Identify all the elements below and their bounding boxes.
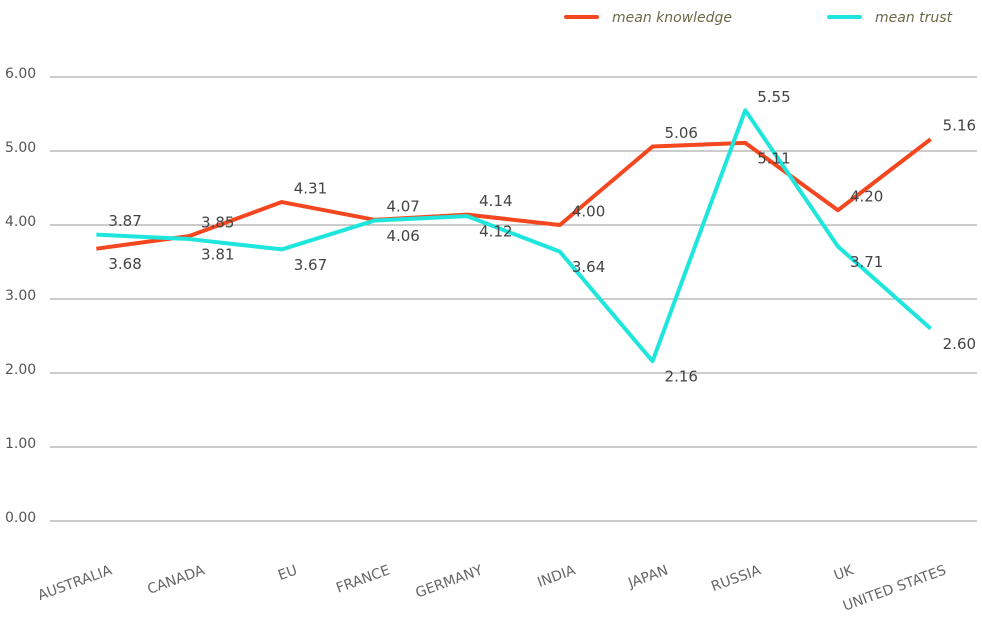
y-tick-label: 0.00 <box>5 510 36 526</box>
y-tick-label: 1.00 <box>5 436 36 452</box>
data-label: 3.81 <box>201 246 234 264</box>
data-label: 5.16 <box>943 117 976 135</box>
data-label: 4.20 <box>850 188 883 206</box>
x-tick-label: CANADA <box>145 562 207 598</box>
legend-label: mean knowledge <box>612 10 732 26</box>
x-tick-label: RUSSIA <box>709 562 763 595</box>
legend-label: mean trust <box>875 10 953 26</box>
y-tick-label: 3.00 <box>5 288 36 304</box>
x-tick-label: AUSTRALIA <box>36 562 115 604</box>
data-label: 4.00 <box>572 203 605 221</box>
data-label: 3.67 <box>294 256 327 274</box>
x-tick-label: EU <box>276 562 299 584</box>
x-tick-label: INDIA <box>535 562 578 591</box>
data-label: 3.64 <box>572 258 605 276</box>
x-tick-label: GERMANY <box>414 562 486 601</box>
data-label: 4.06 <box>386 227 419 245</box>
y-tick-label: 2.00 <box>5 362 36 378</box>
data-label: 5.55 <box>757 88 790 106</box>
y-tick-label: 5.00 <box>5 140 36 156</box>
data-label: 2.60 <box>943 335 976 353</box>
x-tick-label: UK <box>832 562 856 584</box>
data-label: 4.14 <box>479 192 512 210</box>
data-line <box>96 108 932 364</box>
x-tick-label: JAPAN <box>625 562 670 591</box>
data-label: 5.06 <box>665 124 698 142</box>
x-tick-label: FRANCE <box>334 562 392 596</box>
data-label: 5.11 <box>757 149 790 167</box>
x-tick-label: UNITED STATES <box>841 562 949 614</box>
data-label: 4.31 <box>294 180 327 198</box>
y-tick-label: 4.00 <box>5 214 36 230</box>
data-label: 3.85 <box>201 214 234 232</box>
data-label: 3.68 <box>108 255 141 273</box>
data-label: 3.71 <box>850 253 883 271</box>
data-label: 2.16 <box>665 368 698 386</box>
y-tick-label: 6.00 <box>5 66 36 82</box>
data-label: 3.87 <box>108 212 141 230</box>
data-label: 4.12 <box>479 223 512 241</box>
data-label: 4.07 <box>386 197 419 215</box>
